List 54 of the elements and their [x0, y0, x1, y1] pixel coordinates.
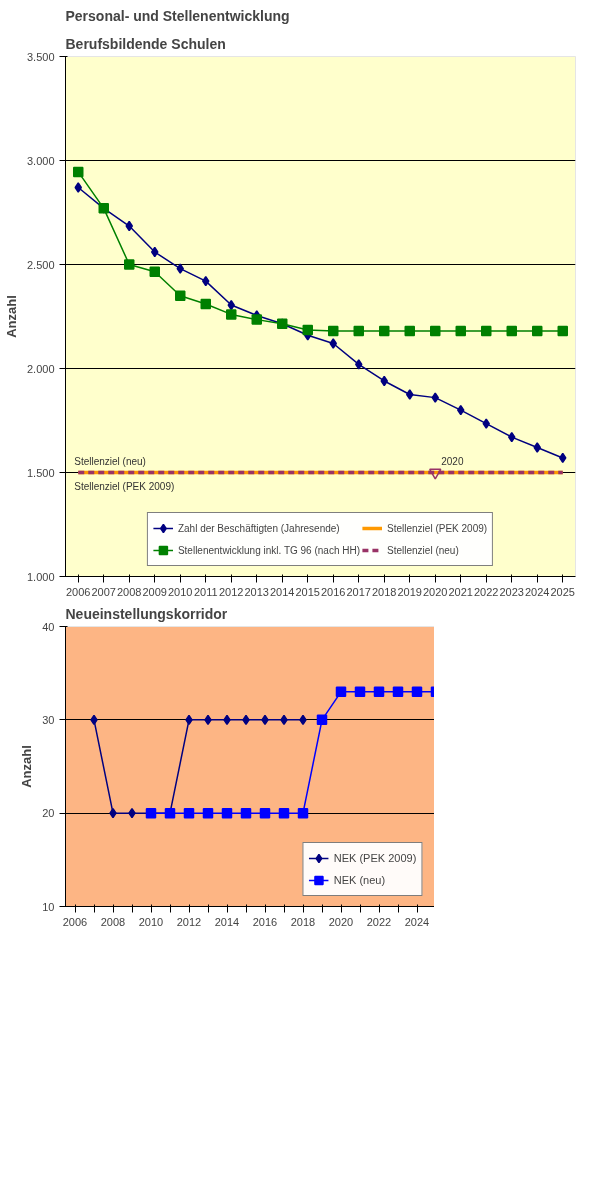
x-tick-label: 2018	[290, 915, 316, 928]
x-tick-label: 2010	[138, 915, 164, 928]
x-tick-label: 2008	[117, 585, 142, 598]
x-tick-label: 2014	[270, 585, 295, 598]
annotation: Stellenziel (PEK 2009)	[74, 480, 175, 492]
x-tick-label: 2024	[525, 585, 550, 598]
x-tick-label: 2019	[397, 585, 422, 598]
x-tick-label: 2022	[366, 915, 392, 928]
x-tick-label: 2022	[474, 585, 499, 598]
x-tick-label: 2010	[168, 585, 193, 598]
x-tick-label: 2009	[142, 585, 167, 598]
legend-label: NEK (PEK 2009)	[333, 852, 417, 864]
x-tick-label: 2020	[423, 585, 448, 598]
legend-label: Stellenziel (neu)	[387, 544, 459, 556]
chart-title: Personal- und Stellenentwicklung	[65, 7, 290, 24]
y-axis-title: Anzahl	[3, 295, 19, 338]
y-tick-label: 20	[42, 807, 55, 820]
y-tick-label: 3.500	[26, 50, 55, 63]
x-tick-label: 2023	[499, 585, 524, 598]
x-tick-label: 2013	[244, 585, 269, 598]
x-tick-label: 2015	[295, 585, 320, 598]
x-tick-label: 2020	[328, 915, 354, 928]
x-tick-label: 2016	[321, 585, 346, 598]
x-tick-label: 2025	[550, 585, 575, 598]
x-tick-label: 2018	[372, 585, 397, 598]
x-tick-label: 2021	[448, 585, 473, 598]
x-tick-label: 2024	[404, 915, 430, 928]
x-tick-label: 2012	[219, 585, 244, 598]
y-tick-label: 1.500	[26, 466, 55, 479]
x-tick-label: 2011	[193, 585, 218, 598]
chart-subtitle: Berufsbildende Schulen	[65, 35, 226, 52]
x-tick-label: 2008	[100, 915, 126, 928]
legend-label: Stellenentwicklung inkl. TG 96 (nach HH)	[177, 544, 361, 556]
x-tick-label: 2006	[66, 585, 91, 598]
y-axis-title: Anzahl	[19, 745, 35, 788]
legend-label: Stellenziel (PEK 2009)	[387, 522, 488, 534]
y-tick-label: 10	[42, 900, 55, 913]
legend-label: Zahl der Beschäftigten (Jahresende)	[177, 522, 340, 534]
y-tick-label: 40	[42, 620, 55, 633]
y-tick-label: 2.000	[26, 362, 55, 375]
x-tick-label: 2014	[214, 915, 240, 928]
annotation: Stellenziel (neu)	[74, 455, 146, 467]
x-tick-label: 2006	[62, 915, 88, 928]
chart-title: Neueinstellungskorridor	[65, 605, 228, 622]
x-tick-label: 2012	[176, 915, 202, 928]
y-tick-label: 1.000	[26, 570, 55, 583]
y-tick-label: 30	[42, 713, 55, 726]
x-tick-label: 2007	[91, 585, 116, 598]
annotation: 2020	[441, 455, 464, 467]
x-tick-label: 2017	[346, 585, 371, 598]
y-tick-label: 3.000	[26, 154, 55, 167]
y-tick-label: 2.500	[26, 258, 55, 271]
x-tick-label: 2016	[252, 915, 278, 928]
legend-label: NEK (neu)	[333, 874, 386, 886]
